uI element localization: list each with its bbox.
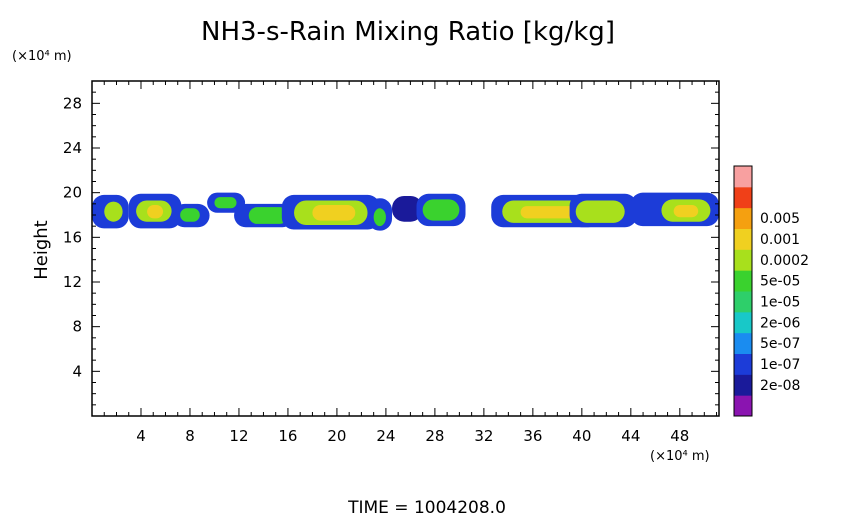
y-tick-label: 16	[63, 228, 82, 246]
colorbar-swatch	[734, 207, 752, 229]
colorbar: 2e-08 1e-07 5e-07 2e-06 1e-05 5e-05 0.0002 0.00…	[733, 165, 809, 417]
x-tick-label: 24	[376, 427, 395, 445]
x-tick-label: 16	[278, 427, 297, 445]
heatmap-cell-4	[147, 204, 164, 219]
colorbar-label: 5e-07	[760, 336, 800, 352]
plot-frame	[91, 80, 720, 417]
heatmap-cell-26	[673, 204, 699, 218]
heatmap-cell-15	[373, 208, 386, 227]
colorbar-swatch	[734, 332, 752, 354]
y-axis: 4 8 12 16 20 24 28	[63, 91, 719, 406]
colorbar-label: 0.0002	[760, 253, 809, 269]
colorbar-swatch	[734, 395, 752, 417]
y-tick-label: 28	[63, 94, 82, 112]
y-axis-label: Height	[31, 220, 52, 280]
x-axis-unit: (×10⁴ m)	[650, 449, 710, 464]
heatmap-cell-23	[575, 200, 625, 223]
colorbar-label: 2e-06	[760, 315, 800, 331]
x-tick-label: 12	[229, 427, 248, 445]
colorbar-swatch	[734, 166, 752, 188]
heatmap-cell-6	[180, 208, 200, 222]
heatmap-cell-10	[248, 207, 288, 224]
x-tick-label: 8	[185, 427, 195, 445]
colorbar-swatch	[734, 186, 752, 209]
colorbar-swatch	[734, 353, 752, 375]
y-axis-unit: (×10⁴ m)	[12, 49, 72, 64]
heatmap-cell-21	[520, 206, 576, 219]
x-tick-label: 48	[670, 427, 689, 445]
colorbar-swatch	[734, 291, 752, 313]
colorbar-label: 1e-07	[760, 357, 800, 373]
x-tick-label: 44	[621, 427, 640, 445]
colorbar-swatch	[734, 228, 752, 250]
heatmap-cells	[92, 192, 719, 231]
colorbar-swatch	[734, 270, 752, 292]
y-tick-label: 8	[72, 318, 82, 336]
x-tick-label: 20	[327, 427, 346, 445]
x-tick-label: 36	[523, 427, 542, 445]
colorbar-label: 0.005	[760, 211, 800, 227]
colorbar-swatch	[734, 249, 752, 271]
heatmap-cell-18	[422, 199, 460, 221]
x-tick-label: 4	[136, 427, 146, 445]
colorbar-label: 1e-05	[760, 294, 800, 310]
colorbar-swatch	[734, 311, 752, 334]
x-tick-label: 28	[425, 427, 444, 445]
x-axis: 4 8 12 16 20 24 28 32 36 40 44 48	[103, 81, 718, 445]
x-tick-label: 32	[474, 427, 493, 445]
heatmap-cell-16	[392, 196, 423, 222]
colorbar-swatch	[734, 374, 752, 396]
heatmap-cell-13	[312, 204, 356, 221]
colorbar-label: 0.001	[760, 232, 800, 248]
time-caption: TIME = 1004208.0	[347, 498, 506, 518]
heatmap-cell-1	[104, 201, 123, 222]
heatmap-cell-8	[214, 197, 237, 209]
colorbar-label: 5e-05	[760, 274, 800, 290]
colorbar-label: 2e-08	[760, 378, 800, 394]
y-tick-label: 4	[72, 362, 82, 380]
x-tick-label: 40	[572, 427, 591, 445]
y-tick-label: 24	[63, 139, 82, 157]
colorbar-frame	[733, 165, 753, 417]
y-tick-label: 20	[63, 184, 82, 202]
chart-title: NH3-s-Rain Mixing Ratio [kg/kg]	[201, 17, 615, 47]
y-tick-label: 12	[63, 273, 82, 291]
